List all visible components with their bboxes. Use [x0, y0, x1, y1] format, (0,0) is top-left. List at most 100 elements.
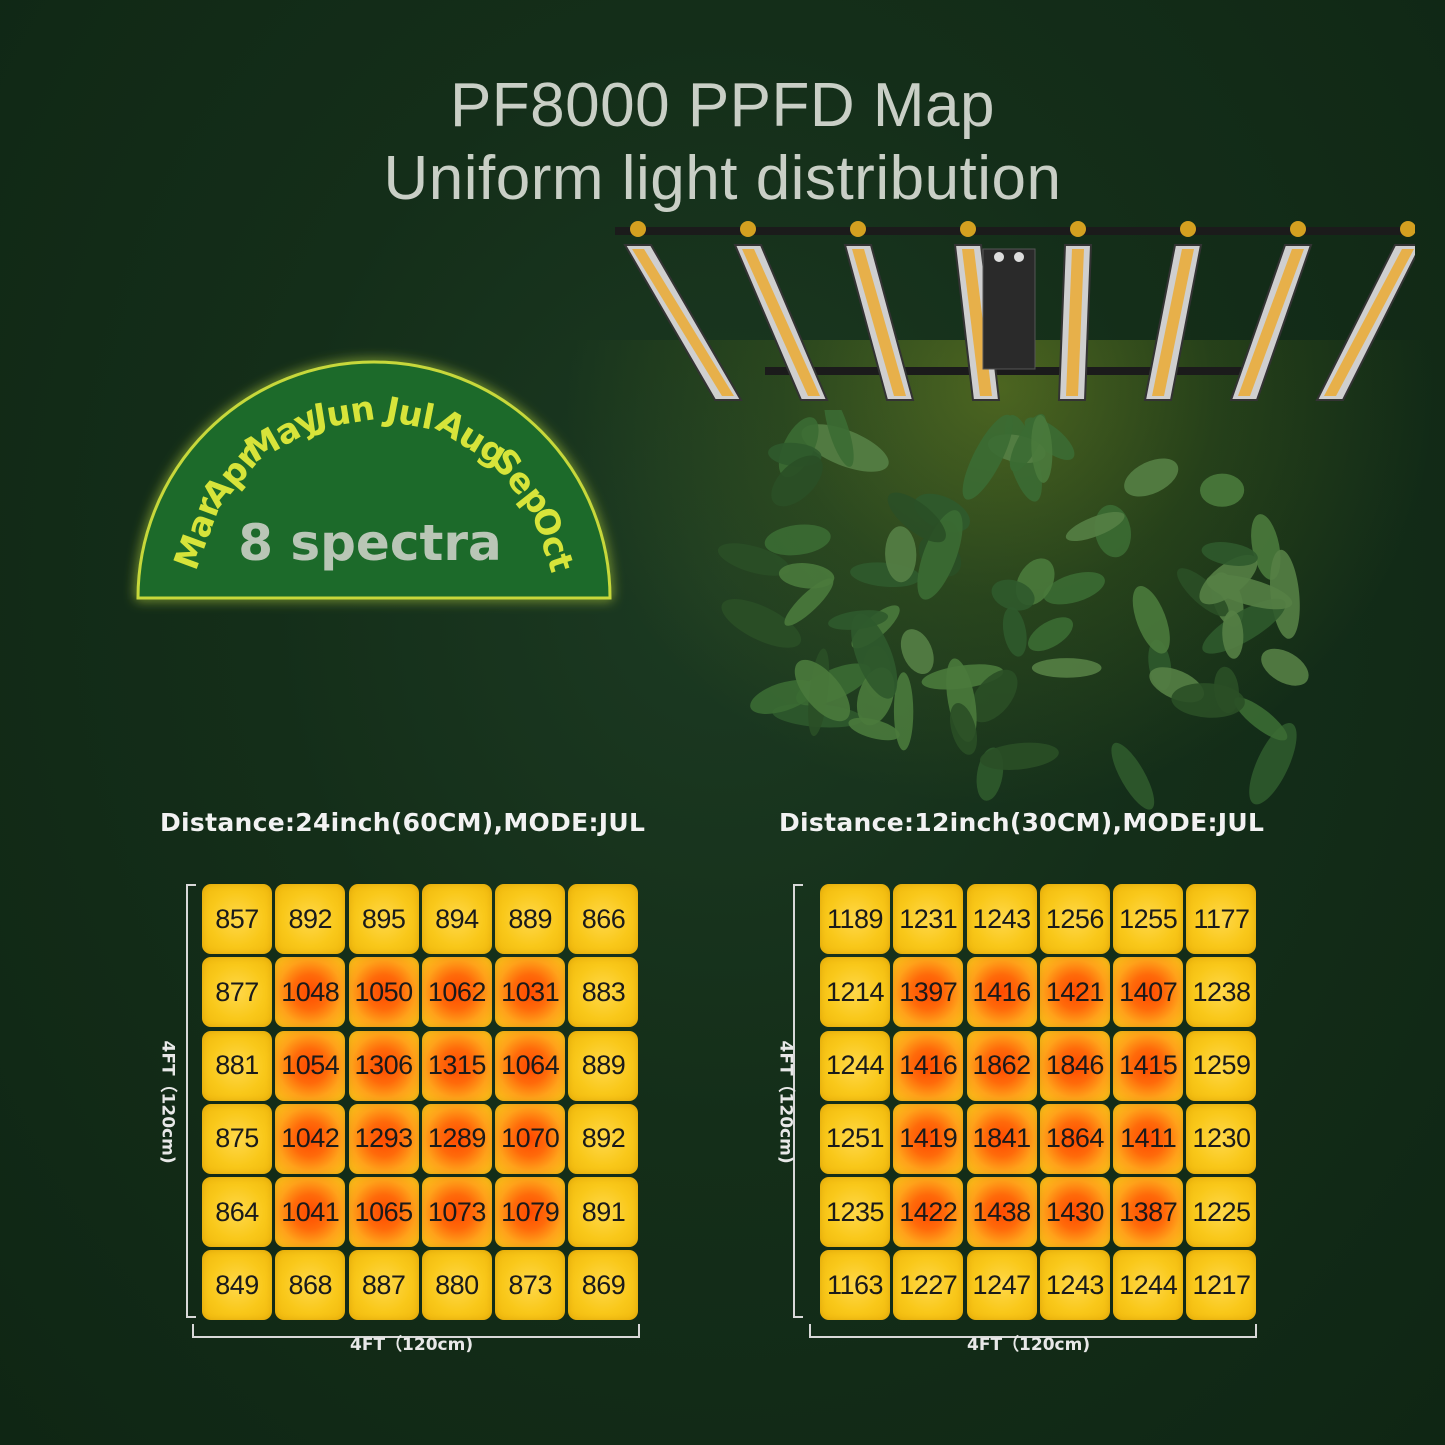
- ppfd-cell: 1416: [893, 1030, 964, 1101]
- ppfd-cell: 868: [275, 1250, 346, 1321]
- leaf: [885, 526, 917, 583]
- ppfd-cell: 892: [568, 1103, 639, 1174]
- ppfd-cell: 1070: [495, 1103, 566, 1174]
- ppfd-cell: 895: [348, 884, 419, 954]
- left-map-x-label: 4FT（120cm): [350, 1335, 474, 1355]
- right-map-y-axis: [793, 884, 803, 1318]
- leaf: [962, 414, 1013, 500]
- right-map-y-label: 4FT（120cm): [775, 1040, 796, 1164]
- ppfd-cell: 1411: [1113, 1103, 1184, 1174]
- map-right-heading: Distance:12inch(30CM),MODE:JUL: [779, 808, 1265, 837]
- leaf: [1031, 658, 1102, 678]
- ppfd-grid-24in: 857 892 895 894 889 866 877 1048 1050 1062 1031 883…: [202, 884, 639, 1321]
- ppfd-cell: 1419: [893, 1103, 964, 1174]
- bar-knob: [1290, 221, 1306, 237]
- led-strip: [632, 249, 734, 396]
- ppfd-cell: 877: [202, 957, 272, 1028]
- ppfd-cell: 1231: [893, 884, 964, 954]
- led-strip: [852, 249, 906, 396]
- ppfd-cell: 857: [202, 884, 272, 954]
- leaf: [1206, 574, 1293, 610]
- ppfd-cell: 887: [348, 1250, 419, 1321]
- ppfd-cell: 1073: [421, 1177, 492, 1248]
- leaf: [778, 563, 835, 589]
- ppfd-cell: 1247: [966, 1250, 1037, 1321]
- ppfd-cell: 1251: [820, 1103, 890, 1174]
- ppfd-cell: 1214: [820, 957, 890, 1028]
- ppfd-cell: 1042: [275, 1103, 346, 1174]
- led-strip: [742, 249, 820, 396]
- badge-month: May: [238, 398, 326, 471]
- ppfd-cell: 889: [568, 1030, 639, 1101]
- bar-knob: [850, 221, 866, 237]
- leaf: [1249, 723, 1297, 805]
- bar-knob: [960, 221, 976, 237]
- leaf: [1043, 572, 1105, 605]
- leaf: [1031, 414, 1053, 483]
- leaf: [851, 613, 898, 699]
- leaf: [848, 717, 900, 741]
- ppfd-cell: 1306: [348, 1030, 419, 1101]
- ppfd-cell: 1079: [495, 1177, 566, 1248]
- leaf: [771, 455, 823, 507]
- leaf: [824, 410, 854, 467]
- led-strip: [1238, 249, 1304, 396]
- led-strip: [1066, 249, 1084, 396]
- ppfd-cell: 1864: [1039, 1103, 1110, 1174]
- ppfd-cell: 1387: [1113, 1177, 1184, 1248]
- ppfd-cell: 1243: [966, 884, 1037, 954]
- ppfd-cell: 1256: [1039, 884, 1110, 954]
- ppfd-cell: 1438: [966, 1177, 1037, 1248]
- leaf: [721, 599, 802, 648]
- ppfd-cell: 1177: [1186, 884, 1257, 954]
- leaf: [1222, 610, 1244, 659]
- leaf: [717, 543, 790, 576]
- ppfd-cell: 883: [568, 957, 639, 1028]
- ppfd-cell: 1243: [1039, 1250, 1110, 1321]
- ppfd-cell: 1238: [1186, 957, 1257, 1028]
- ppfd-cell: 1054: [275, 1030, 346, 1101]
- ppfd-cell: 1416: [966, 957, 1037, 1028]
- badge-month: Mar: [167, 492, 230, 575]
- page-title: PF8000 PPFD Map: [449, 71, 996, 140]
- map-left-heading: Distance:24inch(60CM),MODE:JUL: [160, 808, 646, 837]
- ppfd-cell: 1430: [1039, 1177, 1110, 1248]
- leaf: [887, 492, 946, 543]
- badge-semicircle: [136, 360, 612, 600]
- ppfd-grid-12in: 1189 1231 1243 1256 1255 1177 1214 1397 1416 1421…: [820, 884, 1257, 1321]
- bar-knob: [1180, 221, 1196, 237]
- ppfd-cell: 1230: [1186, 1103, 1257, 1174]
- leaf: [784, 578, 834, 626]
- led-strip: [1152, 249, 1194, 396]
- ppfd-cell: 1259: [1186, 1030, 1257, 1101]
- leaf: [970, 669, 1018, 723]
- ppfd-cell: 1031: [495, 957, 566, 1028]
- left-map-y-axis: [186, 884, 196, 1318]
- ppfd-cell: 1048: [275, 957, 346, 1028]
- leaf: [991, 579, 1035, 611]
- right-map-x-axis: [809, 1324, 1257, 1338]
- ppfd-cell: 1163: [820, 1250, 890, 1321]
- led-strip: [1324, 249, 1414, 396]
- ppfd-cell: 1065: [348, 1177, 419, 1248]
- ppfd-cell: 1407: [1113, 957, 1184, 1028]
- ppfd-cell: 1255: [1113, 884, 1184, 954]
- ppfd-cell: 1217: [1186, 1250, 1257, 1321]
- ppfd-cell: 1289: [421, 1103, 492, 1174]
- bar-knob: [740, 221, 756, 237]
- ppfd-cell: 869: [568, 1250, 639, 1321]
- ppfd-cell: 1862: [966, 1030, 1037, 1101]
- ppfd-cell: 873: [495, 1250, 566, 1321]
- ppfd-cell: 1846: [1039, 1030, 1110, 1101]
- ppfd-cell: 1293: [348, 1103, 419, 1174]
- leaf: [900, 629, 934, 675]
- ppfd-cell: 1244: [820, 1030, 890, 1101]
- leaf: [917, 510, 963, 600]
- ppfd-cell: 1397: [893, 957, 964, 1028]
- grow-light-image: [615, 221, 1415, 401]
- leaf: [764, 524, 831, 556]
- leaf: [1132, 586, 1170, 654]
- ppfd-cell: 866: [568, 884, 639, 954]
- bar-knob: [1070, 221, 1086, 237]
- badge-month: Sep: [483, 441, 559, 522]
